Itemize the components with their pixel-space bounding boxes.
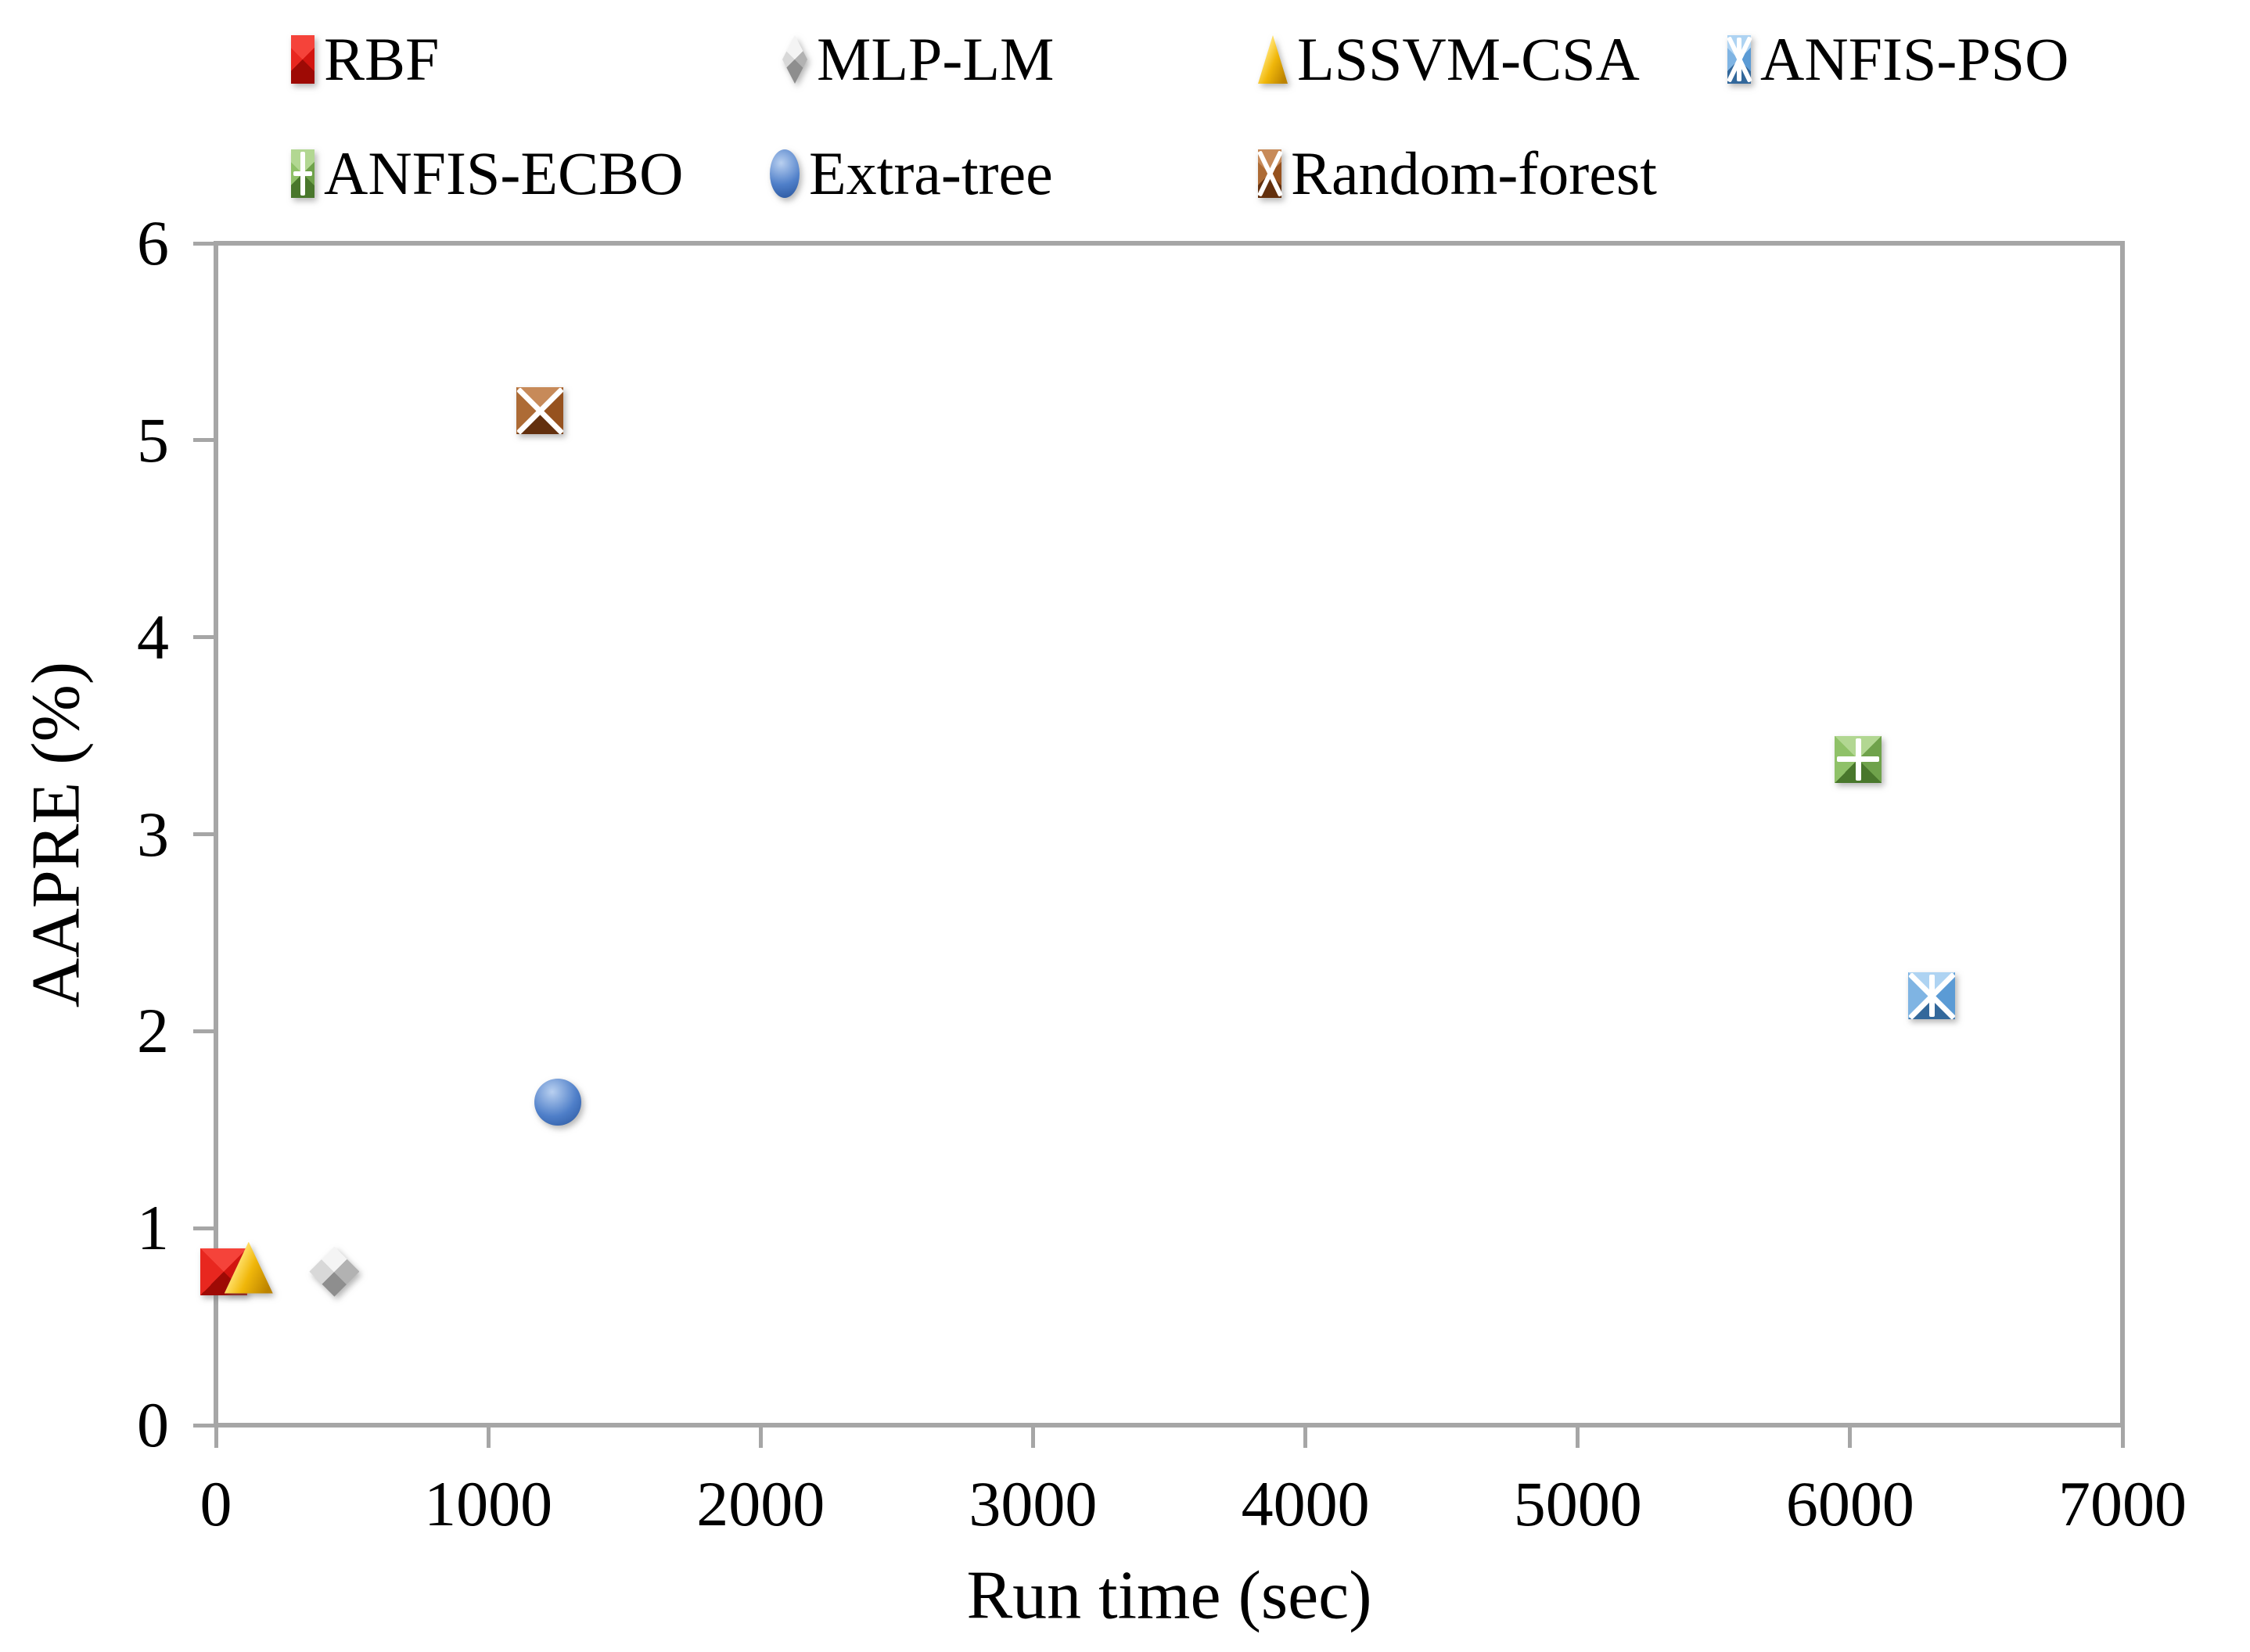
legend-label-lssvm-csa: LSSVM-CSA: [1297, 25, 1640, 93]
x-tick: [1848, 1428, 1853, 1448]
data-point-extra-tree: [534, 1078, 581, 1126]
y-tick: [193, 635, 214, 640]
y-tick: [193, 1029, 214, 1033]
legend-item-random-forest: Random-forest: [1256, 139, 1657, 207]
y-tick: [193, 832, 214, 836]
legend-label-random-forest: Random-forest: [1291, 139, 1657, 207]
data-point-anfis-ecbo: [1835, 735, 1882, 783]
x-tick: [1030, 1428, 1035, 1448]
legend-item-anfis-ecbo: ANFIS-ECBO: [291, 139, 683, 207]
plus-stroke: [1837, 756, 1880, 763]
x-tick: [1303, 1428, 1308, 1448]
diamond-marker-shape: [309, 1246, 360, 1297]
x-tick: [486, 1428, 491, 1448]
x-tick-label: 7000: [2058, 1468, 2187, 1539]
x-tick-label: 4000: [1241, 1468, 1370, 1539]
x-tick-label: 1000: [424, 1468, 553, 1539]
y-tick-label: 4: [137, 601, 169, 673]
y-tick-label: 1: [137, 1192, 169, 1264]
y-tick-label: 6: [137, 207, 169, 278]
legend-key-anfis-ecbo: [291, 149, 314, 198]
x-axis-title: Run time (sec): [966, 1557, 1372, 1634]
legend-item-anfis-pso: ANFIS-PSO: [1726, 25, 2068, 93]
plus-stroke: [293, 171, 312, 176]
y-tick-label: 0: [137, 1389, 169, 1460]
y-tick-label: 2: [137, 995, 169, 1067]
legend-item-rbf: RBF: [291, 25, 439, 93]
x-tick-label: 0: [199, 1468, 232, 1539]
triangle-marker-shape: [1258, 35, 1288, 84]
legend-label-rbf: RBF: [324, 25, 440, 93]
y-tick: [193, 241, 214, 246]
legend-label-extra-tree: Extra-tree: [809, 139, 1053, 207]
legend-key-extra-tree: [770, 149, 800, 198]
legend-item-extra-tree: Extra-tree: [770, 139, 1053, 207]
triangle-marker-shape: [224, 1241, 273, 1294]
data-point-mlp-lm: [309, 1246, 360, 1297]
asterisk-stroke: [1737, 38, 1741, 81]
circle-marker-shape: [534, 1078, 581, 1126]
x-tick: [2120, 1428, 2125, 1448]
plot-frame: [214, 241, 2125, 1428]
diamond-marker-shape: [782, 35, 807, 84]
legend-item-lssvm-csa: LSSVM-CSA: [1258, 25, 1640, 93]
legend-key-anfis-pso: [1726, 35, 1752, 84]
legend-key-mlp-lm: [782, 35, 807, 84]
data-point-lssvm-csa: [224, 1241, 273, 1294]
x-tick: [1576, 1428, 1580, 1448]
square-marker-shape: [291, 35, 314, 84]
x-tick-label: 5000: [1513, 1468, 1642, 1539]
legend-key-lssvm-csa: [1258, 35, 1288, 84]
legend-label-anfis-pso: ANFIS-PSO: [1760, 25, 2069, 93]
y-tick: [193, 1226, 214, 1230]
x-tick-label: 6000: [1785, 1468, 1914, 1539]
data-point-random-forest: [516, 386, 564, 435]
y-tick: [193, 438, 214, 443]
asterisk-stroke: [1928, 975, 1935, 1017]
data-point-anfis-pso: [1907, 971, 1956, 1020]
y-tick-label: 5: [137, 404, 169, 476]
y-tick-label: 3: [137, 798, 169, 870]
x-tick: [758, 1428, 763, 1448]
x-tick-label: 3000: [969, 1468, 1098, 1539]
legend-label-mlp-lm: MLP-LM: [817, 25, 1055, 93]
legend-key-rbf: [291, 35, 314, 84]
legend-item-mlp-lm: MLP-LM: [782, 25, 1054, 93]
y-tick: [193, 1423, 214, 1428]
x-tick: [214, 1428, 218, 1448]
circle-marker-shape: [770, 149, 800, 198]
legend-label-anfis-ecbo: ANFIS-ECBO: [324, 139, 684, 207]
legend-key-random-forest: [1256, 149, 1283, 198]
x-tick-label: 2000: [696, 1468, 825, 1539]
